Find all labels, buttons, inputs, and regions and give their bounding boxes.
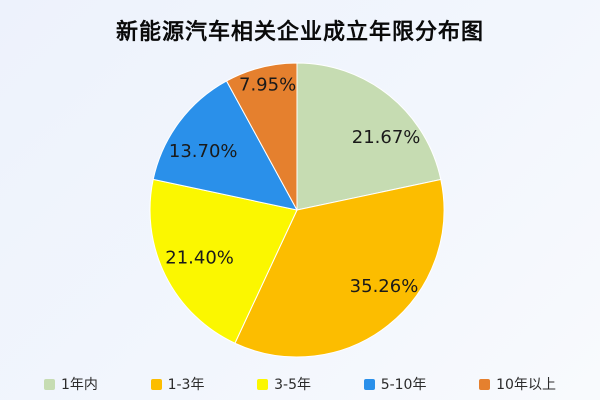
legend-swatch (479, 378, 491, 390)
pie-slice-0[interactable] (296, 62, 442, 211)
pie-slice-1[interactable] (234, 179, 445, 358)
legend-swatch (44, 378, 55, 390)
pie-slice-2[interactable] (149, 178, 298, 344)
pie-label-3: 13.70% (169, 141, 238, 162)
legend-swatch (363, 378, 375, 390)
legend: 1年内 1-3年 3-5年 5-10年 10年以上 (44, 374, 556, 394)
legend-item-5-10-years[interactable]: 5-10年 (363, 374, 427, 394)
legend-swatch (257, 378, 269, 390)
pie-label-1: 35.26% (350, 276, 419, 297)
legend-item-under-1-year[interactable]: 1年内 (44, 374, 98, 394)
legend-item-3-5-years[interactable]: 3-5年 (257, 374, 311, 394)
legend-label: 5-10年 (380, 377, 427, 393)
pie-slice-4[interactable] (226, 62, 298, 211)
legend-item-1-3-years[interactable]: 1-3年 (150, 374, 205, 394)
pie-slice-3[interactable] (152, 80, 298, 211)
chart-title: 新能源汽车相关企业成立年限分布图 (115, 20, 484, 45)
pie-label-0: 21.67% (352, 127, 421, 148)
pie-label-2: 21.40% (165, 248, 234, 269)
legend-label: 3-5年 (274, 377, 312, 393)
pie-label-4: 7.95% (239, 75, 296, 96)
legend-item-over-10-years[interactable]: 10年以上 (479, 374, 556, 394)
legend-swatch (150, 378, 162, 390)
legend-label: 1年内 (61, 377, 98, 393)
legend-label: 10年以上 (496, 377, 556, 393)
legend-label: 1-3年 (167, 377, 205, 393)
